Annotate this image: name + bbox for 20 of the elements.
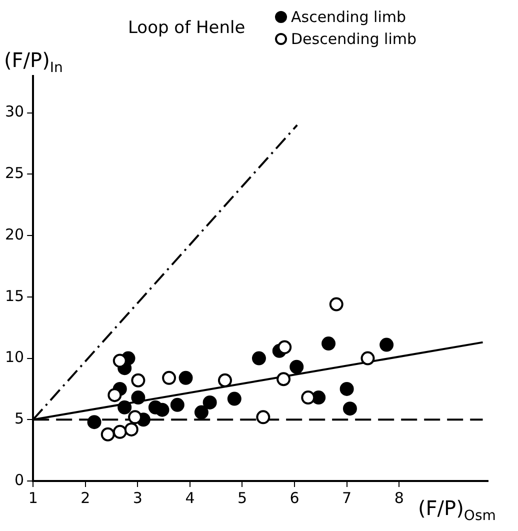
- x-tick-label: 7: [342, 488, 352, 507]
- x-tick-label: 1: [28, 488, 38, 507]
- y-tick-label: 25: [4, 164, 24, 182]
- legend-label: Ascending limb: [290, 7, 408, 28]
- y-tick-label: 30: [4, 102, 24, 121]
- x-axis-title: (F/P)$_{Osm}$: [418, 496, 496, 524]
- x-tick-label: 3: [132, 488, 142, 507]
- x-tick-label: 6: [290, 488, 300, 507]
- y-tick-label: 15: [4, 286, 24, 305]
- y-tick-label: 20: [4, 225, 24, 244]
- x-tick-label: 8: [394, 488, 404, 507]
- legend-label: Descending limb: [290, 29, 417, 50]
- x-tick-label: 2: [80, 488, 90, 507]
- y-tick-label: 0: [14, 470, 24, 489]
- x-tick-label: 4: [185, 488, 195, 507]
- y-tick-label: 10: [4, 348, 24, 366]
- y-axis-title: (F/P)$_{In}$: [4, 48, 63, 76]
- chart-title: Loop of Henle: [128, 18, 246, 38]
- x-tick-label: 5: [237, 488, 248, 507]
- y-tick-label: 5: [14, 410, 24, 428]
